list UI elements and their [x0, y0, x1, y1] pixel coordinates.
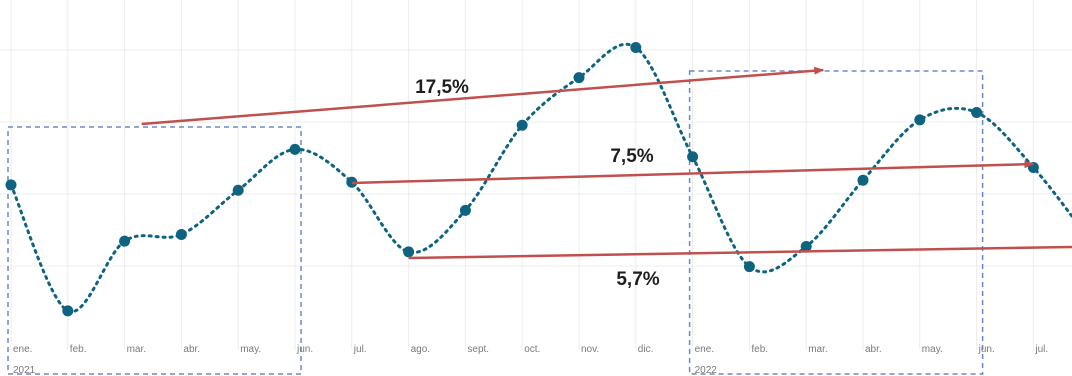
series-line	[9, 42, 1072, 314]
annotation-arrow	[141, 66, 825, 126]
highlight-box	[7, 126, 302, 375]
year-label: 2021	[13, 365, 36, 376]
annotation-arrow	[408, 245, 1072, 260]
grid	[0, 0, 1072, 350]
x-tick-label: jul.	[353, 344, 367, 355]
x-tick-label: jul.	[1034, 344, 1048, 355]
data-point	[232, 184, 244, 196]
data-point	[743, 261, 755, 273]
x-tick-label: may.	[240, 344, 261, 355]
x-tick-label: abr.	[865, 344, 882, 355]
highlight-box	[688, 70, 984, 375]
data-point	[5, 179, 17, 191]
data-point	[687, 151, 699, 163]
data-point	[630, 41, 642, 53]
data-point	[971, 107, 983, 118]
x-tick-label: sept.	[467, 344, 489, 355]
data-point	[289, 143, 301, 155]
series-line-group	[9, 42, 1072, 314]
x-tick-label: ene.	[13, 344, 32, 355]
data-point	[62, 305, 74, 317]
x-tick-label: ene.	[695, 344, 714, 355]
x-tick-label: feb.	[751, 344, 768, 355]
x-tick-label: dic.	[638, 344, 654, 355]
year-labels: 2021 2022	[13, 365, 717, 376]
x-tick-label: may.	[922, 344, 943, 355]
data-point	[175, 228, 187, 240]
x-tick-label: oct.	[524, 344, 540, 355]
x-axis-ticks: ene. feb. mar. abr. may. jun. jul. ago. sept. oct…	[13, 344, 1048, 355]
x-tick-label: mar.	[127, 344, 146, 355]
year-label: 2022	[695, 365, 718, 376]
data-point	[800, 241, 812, 253]
x-tick-label: nov.	[581, 344, 599, 355]
x-tick-label: ago.	[411, 344, 430, 355]
data-point	[857, 174, 869, 186]
x-tick-label: jun.	[978, 344, 995, 355]
data-points	[5, 41, 1039, 317]
highlight-boxes	[7, 70, 984, 375]
data-point	[459, 204, 471, 216]
data-point	[119, 235, 131, 247]
x-tick-label: feb.	[70, 344, 87, 355]
x-tick-label: mar.	[808, 344, 827, 355]
data-point	[516, 119, 528, 131]
annotation-label: 5,7%	[616, 269, 659, 290]
annotation-arrows: 17,5% 7,5% 5,7%	[141, 66, 1072, 290]
x-tick-label: abr.	[183, 344, 200, 355]
data-point	[573, 72, 585, 84]
data-point	[914, 114, 926, 126]
data-point	[403, 246, 415, 258]
annotation-arrow	[351, 160, 1035, 185]
annotation-label: 17,5%	[415, 77, 469, 98]
annotation-label: 7,5%	[610, 146, 653, 167]
x-tick-label: jun.	[296, 344, 313, 355]
